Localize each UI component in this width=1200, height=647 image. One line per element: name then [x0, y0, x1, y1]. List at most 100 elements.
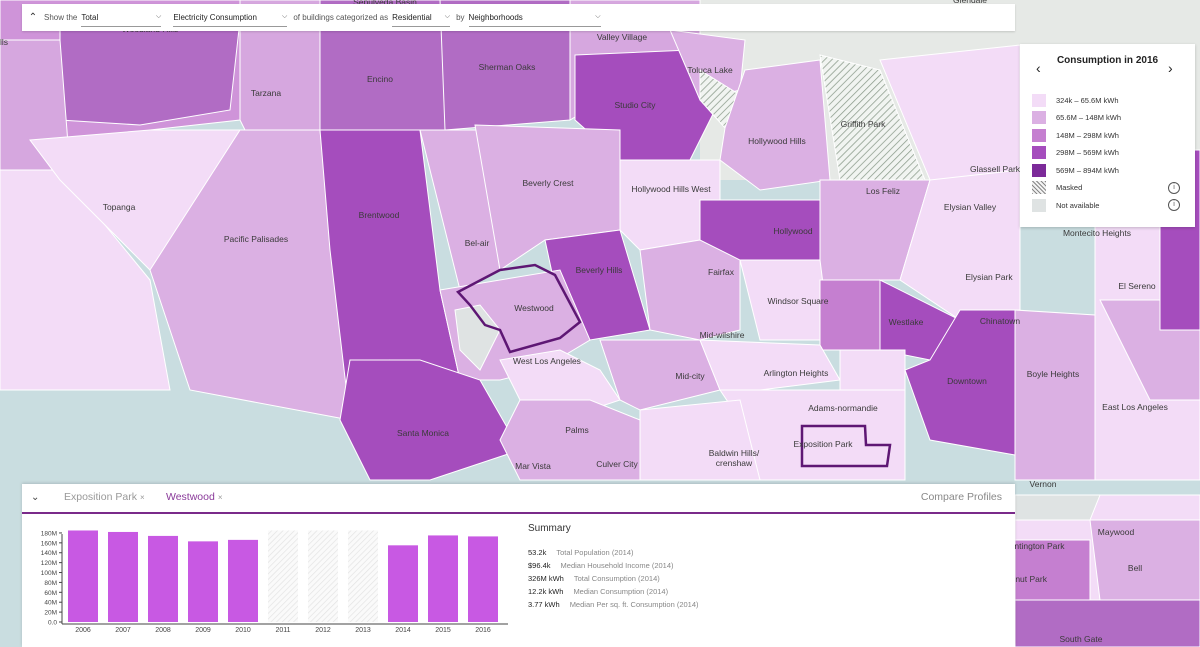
compare-profiles-button[interactable]: Compare Profiles [920, 491, 1002, 503]
bar[interactable] [468, 536, 498, 622]
legend-item: 324k – 65.6M kWh [1032, 93, 1119, 107]
x-tick-label: 2009 [195, 627, 211, 634]
x-tick-label: 2006 [75, 627, 91, 634]
map-label: Arlington Heights [764, 368, 829, 378]
collapse-up-icon[interactable]: ⌃ [28, 12, 38, 23]
metric-select[interactable]: Electricity Consumption ⌵ [173, 8, 288, 27]
by-label: by [456, 13, 465, 22]
x-tick-label: 2008 [155, 627, 171, 634]
map-label: Beverly Crest [522, 178, 574, 188]
chevron-right-icon[interactable]: › [1168, 60, 1173, 76]
bar[interactable] [68, 530, 98, 622]
y-tick-label: 0.0 [48, 620, 57, 627]
y-tick-label: 60M [44, 590, 57, 597]
map-label: Baldwin Hills/ [709, 448, 760, 458]
aggregate-select[interactable]: Total ⌵ [81, 8, 162, 27]
bar[interactable] [428, 535, 458, 622]
map-label: Topanga [103, 202, 136, 212]
map-label: Montecito Heights [1063, 228, 1131, 238]
westwood-outline[interactable] [455, 263, 582, 354]
map-label: Hollywood Hills [748, 136, 806, 146]
map-label: Vernon [1030, 479, 1057, 489]
y-tick-label: 100M [41, 570, 57, 577]
summary-row: 326M kWh Total Consumption (2014) [528, 572, 828, 585]
tab-westwood[interactable]: Westwood × [166, 491, 223, 503]
map-label: Huntington Park [1004, 541, 1066, 551]
legend-label: 298M – 569M kWh [1056, 148, 1119, 157]
x-tick-label: 2014 [395, 627, 411, 634]
y-tick-label: 80M [44, 580, 57, 587]
metric-select-value: Electricity Consumption [173, 12, 257, 22]
bar[interactable] [188, 541, 218, 622]
map-label: East Los Angeles [1102, 402, 1168, 412]
x-tick-label: 2011 [275, 627, 290, 634]
map-label: West Los Angeles [513, 356, 581, 366]
bar[interactable] [228, 539, 258, 622]
y-tick-label: 180M [41, 530, 57, 537]
close-icon[interactable]: × [139, 493, 145, 502]
y-tick-label: 160M [41, 540, 57, 547]
legend-label: 65.6M – 148M kWh [1056, 113, 1122, 122]
summary-row: $96.4k Median Household Income (2014) [528, 559, 828, 572]
map-label: Mid-wilshire [700, 330, 745, 340]
legend-swatch [1032, 198, 1046, 212]
map-label: El Sereno [1118, 281, 1156, 291]
legend-swatch [1032, 128, 1046, 142]
map-label: Toluca Lake [687, 65, 733, 75]
map-label: Boyle Heights [1027, 369, 1079, 379]
legend-item: Not available [1032, 198, 1099, 212]
map-label: Glassell Park [970, 164, 1021, 174]
x-tick-label: 2007 [115, 627, 131, 634]
collapse-down-icon[interactable]: ⌄ [31, 492, 40, 503]
bar-masked[interactable] [268, 530, 298, 622]
map-label: Exposition Park [793, 439, 853, 449]
bar-masked[interactable] [308, 530, 338, 622]
map-label: Adams-normandie [808, 403, 878, 413]
y-tick-label: 40M [44, 600, 57, 607]
chevron-left-icon[interactable]: ‹ [1036, 60, 1041, 76]
aggregate-select-value: Total [81, 12, 99, 22]
category-select[interactable]: Residential ⌵ [392, 8, 451, 27]
summary-desc: Median Household Income (2014) [560, 561, 674, 570]
tab-label: Westwood [166, 491, 215, 503]
summary-value: $96.4k [528, 561, 551, 570]
info-icon[interactable]: i [1168, 182, 1180, 194]
legend-item: 148M – 298M kWh [1032, 128, 1119, 142]
grouping-select[interactable]: Neighborhoods ⌵ [468, 8, 601, 27]
map-label: Elysian Park [965, 272, 1013, 282]
show-label: Show the [44, 13, 78, 22]
map-label: Hollywood [773, 226, 812, 236]
bar-masked[interactable] [348, 530, 378, 622]
map-label: Westwood [514, 303, 554, 313]
map-label: Valley Village [597, 32, 648, 42]
map-label: Studio City [614, 100, 656, 110]
bar[interactable] [108, 531, 138, 622]
map-label: Griffith Park [841, 119, 886, 129]
bar[interactable] [388, 545, 418, 622]
map-label: Sherman Oaks [479, 62, 536, 72]
close-icon[interactable]: × [217, 493, 223, 502]
map-label: Encino [367, 74, 393, 84]
map-label: Chinatown [980, 316, 1020, 326]
legend-swatch [1032, 181, 1046, 194]
legend-item: 569M – 894M kWh [1032, 163, 1119, 177]
tab-label: Exposition Park [64, 491, 137, 503]
map-label: Walnut Park [1001, 574, 1048, 584]
tab-exposition-park[interactable]: Exposition Park × [64, 491, 145, 503]
map-label: Fairfax [708, 267, 735, 277]
chevron-down-icon: ⌵ [282, 13, 288, 20]
info-icon[interactable]: i [1168, 199, 1180, 211]
profile-panel: ⌄ Exposition Park × Westwood × Compare Pro… [22, 484, 1015, 647]
map-label: Westlake [889, 317, 924, 327]
summary-section: Summary 53.2k Total Population (2014) $96.… [528, 523, 828, 611]
map-labels: Sepulveda BasinWoodland HillsHillsValley… [0, 0, 1168, 644]
filter-bar: ⌃ Show the Total ⌵ Electricity Consumptio… [22, 4, 1015, 31]
summary-value: 326M kWh [528, 574, 564, 583]
buildings-label: of buildings categorized as [293, 13, 389, 22]
map-label: Santa Monica [397, 428, 449, 438]
bar[interactable] [148, 535, 178, 622]
x-tick-label: 2012 [315, 627, 331, 634]
exposition-park-outline[interactable] [800, 424, 892, 468]
